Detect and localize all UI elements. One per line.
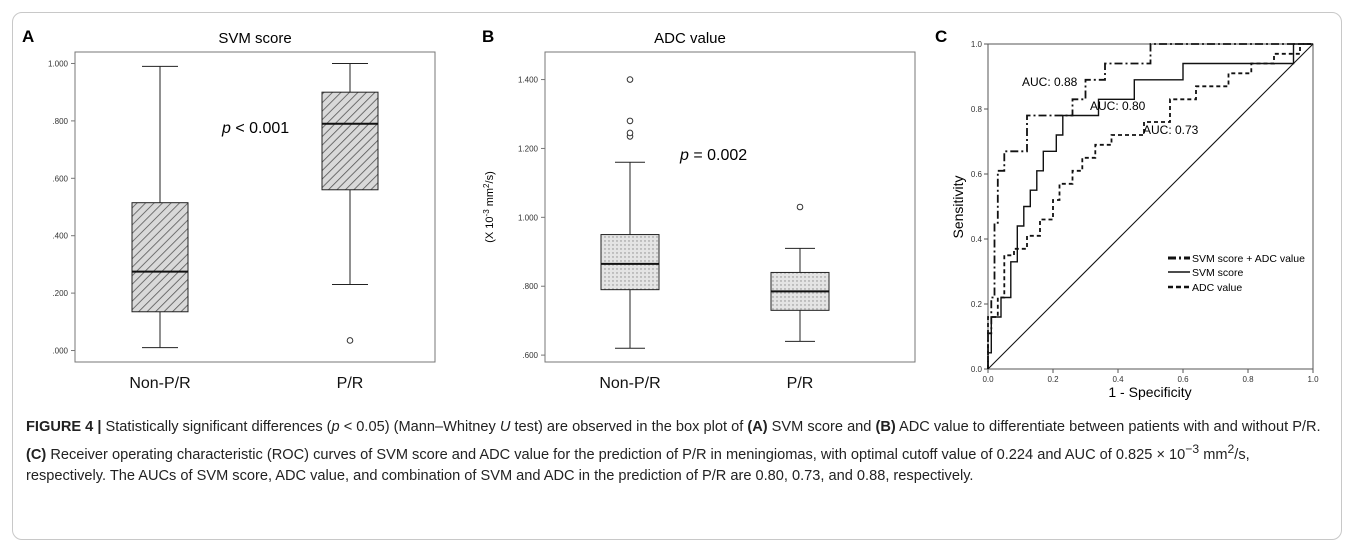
- y-tick-label: 0.2: [971, 300, 983, 309]
- panel-c-letter: C: [935, 27, 947, 46]
- x-tick-label: 0.0: [982, 375, 994, 384]
- panel-b: B ADC value (X 10-3 mm2/s) .600 .800 1.000…: [482, 27, 916, 392]
- legend-label-svm: SVM score: [1192, 267, 1244, 279]
- outlier-point: [626, 129, 634, 137]
- figure-frame: [12, 12, 1342, 540]
- panel-a-boxes: [131, 62, 379, 349]
- panel-a-title: SVM score: [218, 30, 291, 47]
- x-category-label: Non-P/R: [129, 375, 190, 392]
- y-tick-label: 1.200: [518, 144, 539, 153]
- panel-c-roc-curves: [987, 43, 1313, 369]
- outlier-point: [796, 203, 804, 211]
- box-non-p-r: [600, 76, 660, 349]
- panel-a-x-axis: Non-P/R P/R: [129, 375, 363, 392]
- roc-curve-svm-score-adc-value: [987, 43, 1313, 369]
- x-tick-label: 0.8: [1242, 375, 1254, 384]
- panel-b-title: ADC value: [654, 30, 726, 47]
- x-category-label: P/R: [787, 375, 814, 392]
- y-tick-label: 1.000: [518, 213, 539, 222]
- y-tick-label: .600: [52, 174, 68, 183]
- panel-a-plot-frame: [74, 51, 436, 363]
- y-tick-label: 0.6: [971, 170, 983, 179]
- x-tick-label: 1.0: [1307, 375, 1319, 384]
- auc-label-combined: AUC: 0.88: [1022, 75, 1078, 89]
- panel-b-y-axis: .600 .800 1.000 1.200 1.400: [518, 76, 545, 360]
- panel-b-boxes: [600, 76, 830, 349]
- panel-c-x-label: 1 - Specificity: [1108, 384, 1191, 400]
- iqr-box: [321, 91, 379, 191]
- y-tick-label: 0.0: [971, 365, 983, 374]
- figure-caption: FIGURE 4 | Statistically significant dif…: [26, 419, 1321, 484]
- auc-label-adc: AUC: 0.73: [1143, 123, 1199, 137]
- panel-a-y-axis: .000 .200 .400 .600 .800 1.000: [48, 59, 75, 356]
- caption-label: FIGURE 4 |: [26, 419, 102, 435]
- panel-b-plot-frame: [544, 51, 916, 363]
- panel-c-y-label: Sensitivity: [950, 175, 966, 238]
- box-p-r: [770, 203, 830, 342]
- y-tick-label: .600: [522, 351, 538, 360]
- panel-a-p-annotation: p < 0.001: [221, 120, 289, 137]
- legend-label-combined: SVM score + ADC value: [1192, 253, 1305, 265]
- x-category-label: P/R: [337, 375, 364, 392]
- box-p-r: [321, 62, 379, 344]
- panel-b-p-annotation: p = 0.002: [679, 147, 747, 164]
- y-tick-label: 1.000: [48, 59, 69, 68]
- panel-a-letter: A: [22, 27, 34, 46]
- panel-c-reference-diagonal: [987, 43, 1314, 370]
- panel-c: C 0.0 0.2 0.4 0.6 0.8 1.0 0.0 0.2 0.4 0.6 0.8 1.0 A…: [935, 27, 1319, 400]
- outlier-point: [626, 76, 634, 83]
- y-tick-label: 1.0: [971, 40, 983, 49]
- panel-b-y-label: (X 10-3 mm2/s): [482, 171, 496, 243]
- x-category-label: Non-P/R: [599, 375, 660, 392]
- y-tick-label: .800: [52, 117, 68, 126]
- panel-a: A SVM score .000 .200 .400 .600 .800 1.000 No…: [22, 27, 436, 392]
- y-tick-label: .000: [52, 347, 68, 356]
- x-tick-label: 0.2: [1047, 375, 1059, 384]
- panel-b-x-axis: Non-P/R P/R: [599, 375, 813, 392]
- y-tick-label: .400: [52, 232, 68, 241]
- x-tick-label: 0.6: [1177, 375, 1189, 384]
- iqr-box: [131, 202, 189, 313]
- roc-curve-adc-value: [987, 43, 1313, 369]
- panel-c-axes: 0.0 0.2 0.4 0.6 0.8 1.0 0.0 0.2 0.4 0.6 0.8 1.0: [971, 40, 1319, 384]
- y-tick-label: 0.8: [971, 105, 983, 114]
- x-tick-label: 0.4: [1112, 375, 1124, 384]
- y-tick-label: .200: [52, 289, 68, 298]
- box-non-p-r: [131, 65, 189, 349]
- panel-c-legend: SVM score + ADC value SVM score ADC valu…: [1168, 253, 1305, 294]
- outlier-point: [346, 337, 354, 344]
- y-tick-label: 0.4: [971, 235, 983, 244]
- legend-label-adc: ADC value: [1192, 282, 1242, 294]
- iqr-box: [600, 234, 660, 291]
- y-tick-label: .800: [522, 282, 538, 291]
- panel-b-letter: B: [482, 27, 494, 46]
- y-tick-label: 1.400: [518, 76, 539, 85]
- auc-label-svm: AUC: 0.80: [1090, 99, 1146, 113]
- outlier-point: [626, 117, 634, 125]
